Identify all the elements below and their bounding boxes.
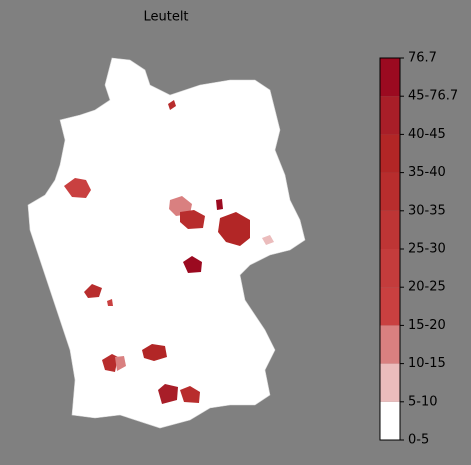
colorbar-label: 45-76.7 — [408, 89, 458, 104]
colorbar-segment — [380, 401, 400, 440]
colorbar-frame — [379, 57, 401, 441]
colorbar: 0-5 5-10 10-15 15-20 20-25 25-30 30-35 35-40 40-… — [380, 51, 458, 448]
colorbar-label: 20-25 — [408, 280, 446, 295]
colorbar-label: 40-45 — [408, 127, 446, 142]
district — [180, 210, 205, 229]
district — [102, 354, 118, 372]
district — [180, 386, 200, 403]
district — [218, 212, 250, 246]
district — [216, 199, 223, 210]
district — [168, 100, 176, 110]
colorbar-segment — [380, 287, 400, 326]
colorbar-label: 5-10 — [408, 394, 438, 409]
colorbar-label: 15-20 — [408, 318, 446, 333]
colorbar-segment — [380, 58, 400, 97]
colorbar-label: 10-15 — [408, 356, 446, 371]
colorbar-segment — [380, 172, 400, 211]
colorbar-segment — [380, 249, 400, 288]
map-title: Leutelt — [143, 10, 188, 25]
colorbar-label: 76.7 — [408, 51, 437, 66]
colorbar-label: 30-35 — [408, 203, 446, 218]
colorbar-label: 35-40 — [408, 165, 446, 180]
district — [142, 344, 167, 361]
district — [262, 235, 274, 245]
germany-map — [27, 57, 306, 429]
district — [107, 299, 113, 306]
district — [169, 196, 192, 216]
country-outline — [27, 57, 306, 429]
colorbar-segment — [380, 134, 400, 173]
district — [183, 256, 202, 273]
district — [158, 384, 178, 404]
colorbar-segment — [380, 363, 400, 402]
colorbar-label: 25-30 — [408, 242, 446, 257]
colorbar-label: 0-5 — [408, 433, 429, 448]
district — [64, 178, 91, 198]
colorbar-segment — [380, 325, 400, 364]
colorbar-segment — [380, 96, 400, 135]
district — [115, 356, 126, 371]
district — [84, 284, 102, 298]
colorbar-segment — [380, 210, 400, 249]
